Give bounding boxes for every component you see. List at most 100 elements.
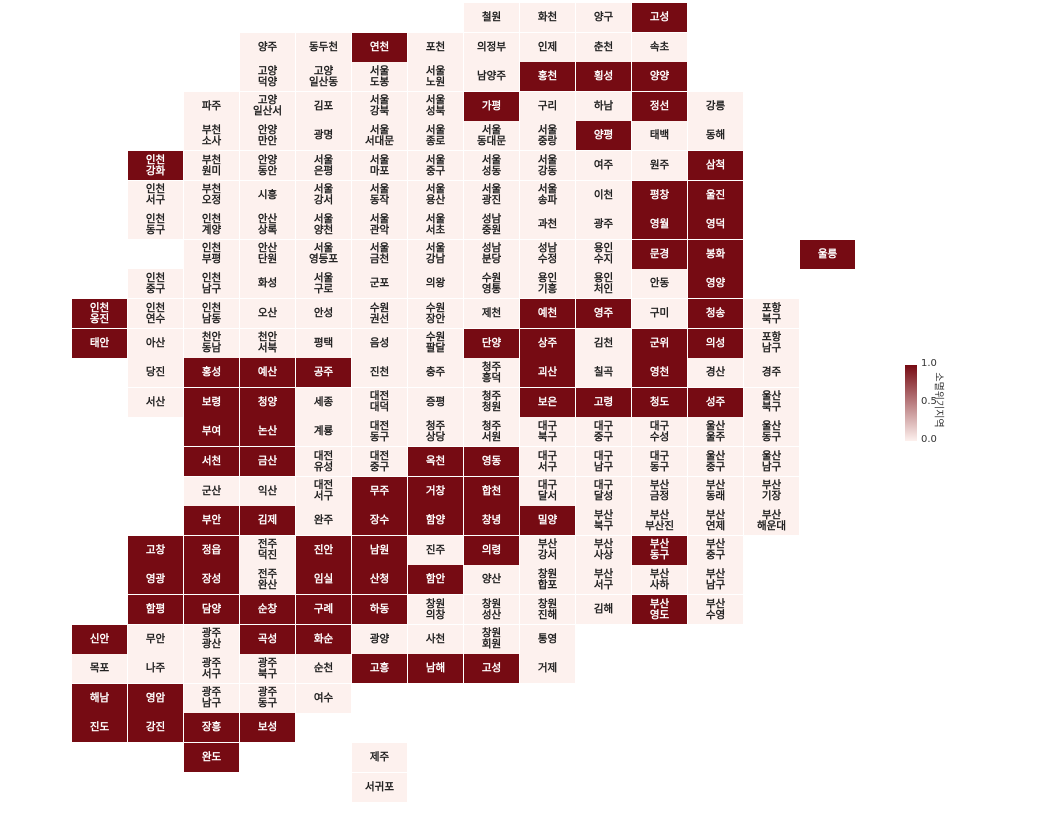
region-tile: 태백 bbox=[632, 121, 687, 151]
region-tile: 부산 영도 bbox=[632, 595, 687, 624]
region-tile: 창원 진해 bbox=[520, 595, 575, 624]
region-tile: 의정부 bbox=[464, 32, 519, 62]
region-label: 속초 bbox=[649, 40, 670, 53]
region-label: 파주 bbox=[201, 99, 222, 112]
region-label: 영양 bbox=[705, 277, 726, 290]
region-tile: 속초 bbox=[632, 32, 687, 62]
region-tile: 평택 bbox=[296, 328, 351, 358]
region-label: 인천 중구 bbox=[145, 271, 166, 295]
region-tile: 광주 동구 bbox=[240, 683, 295, 713]
region-label: 김제 bbox=[257, 514, 278, 527]
region-label: 창원 합포 bbox=[537, 567, 558, 591]
region-label: 하남 bbox=[593, 99, 614, 112]
region-label: 서울 동작 bbox=[369, 183, 390, 207]
region-tile: 원주 bbox=[632, 151, 687, 180]
region-label: 부산 해운대 bbox=[757, 508, 786, 532]
colorbar-gradient bbox=[905, 365, 917, 441]
region-tile: 창녕 bbox=[464, 506, 519, 536]
region-tile: 대구 남구 bbox=[576, 447, 631, 476]
region-tile: 청주 청원 bbox=[464, 387, 519, 417]
region-tile: 대전 동구 bbox=[352, 417, 407, 447]
region-label: 전주 덕진 bbox=[257, 538, 278, 562]
region-tile: 파주 bbox=[184, 91, 239, 121]
region-label: 무안 bbox=[145, 632, 166, 645]
region-tile: 서천 bbox=[184, 447, 239, 476]
region-tile: 세종 bbox=[296, 387, 351, 417]
region-tile: 수원 권선 bbox=[352, 299, 407, 328]
region-tile: 의왕 bbox=[408, 269, 463, 299]
region-label: 김포 bbox=[313, 99, 334, 112]
region-tile: 거제 bbox=[520, 654, 575, 684]
region-label: 인천 연수 bbox=[145, 301, 166, 325]
region-tile: 강진 bbox=[128, 713, 183, 743]
region-label: 청주 서원 bbox=[481, 419, 502, 443]
region-label: 서울 송파 bbox=[537, 183, 558, 207]
legend: 0.0 0.5 1.0 bbox=[900, 358, 940, 452]
region-tile: 완주 bbox=[296, 506, 351, 536]
region-tile: 가평 bbox=[464, 91, 519, 121]
region-label: 고성 bbox=[481, 662, 502, 675]
region-label: 부산 동래 bbox=[705, 479, 726, 503]
region-label: 서울 강동 bbox=[537, 153, 558, 177]
region-tile: 목포 bbox=[72, 654, 127, 684]
region-label: 평창 bbox=[649, 188, 670, 201]
region-label: 여주 bbox=[593, 159, 614, 171]
region-label: 부여 bbox=[201, 425, 222, 438]
region-tile: 대전 서구 bbox=[296, 476, 351, 506]
region-tile: 의성 bbox=[688, 328, 743, 358]
region-tile: 완도 bbox=[184, 743, 239, 772]
region-tile: 김천 bbox=[576, 328, 631, 358]
region-tile: 옥천 bbox=[408, 447, 463, 476]
region-tile: 나주 bbox=[128, 654, 183, 684]
region-label: 의왕 bbox=[425, 277, 446, 290]
region-tile: 경산 bbox=[688, 358, 743, 388]
region-tile: 진안 bbox=[296, 535, 351, 565]
region-tile: 서울 용산 bbox=[408, 180, 463, 210]
region-label: 아산 bbox=[145, 336, 166, 349]
region-label: 부안 bbox=[201, 514, 222, 527]
region-label: 예산 bbox=[257, 366, 278, 379]
region-tile: 칠곡 bbox=[576, 358, 631, 388]
region-tile: 인천 연수 bbox=[128, 299, 183, 328]
region-label: 창원 회원 bbox=[481, 627, 502, 651]
region-tile: 의령 bbox=[464, 535, 519, 565]
region-label: 여수 bbox=[313, 691, 334, 704]
region-label: 대전 동구 bbox=[369, 419, 390, 443]
region-label: 서울 양천 bbox=[313, 212, 334, 236]
region-tile: 대구 달서 bbox=[520, 476, 575, 506]
region-tile: 대구 동구 bbox=[632, 447, 687, 476]
region-tile: 증평 bbox=[408, 387, 463, 417]
region-label: 익산 bbox=[257, 484, 278, 497]
region-tile: 인천 남동 bbox=[184, 299, 239, 328]
region-label: 용인 수지 bbox=[593, 242, 614, 266]
region-tile: 장성 bbox=[184, 565, 239, 595]
region-tile: 수원 장안 bbox=[408, 299, 463, 328]
region-tile: 삼척 bbox=[688, 151, 743, 180]
region-tile: 충주 bbox=[408, 358, 463, 388]
region-tile: 철원 bbox=[464, 3, 519, 32]
region-tile: 대구 중구 bbox=[576, 417, 631, 447]
region-label: 거창 bbox=[425, 484, 446, 497]
region-tile: 진주 bbox=[408, 535, 463, 565]
region-label: 인천 동구 bbox=[145, 212, 166, 236]
region-tile: 고성 bbox=[632, 3, 687, 32]
region-tile: 안동 bbox=[632, 269, 687, 299]
region-label: 장성 bbox=[201, 573, 222, 586]
region-label: 서울 서대문 bbox=[365, 123, 394, 147]
region-tile: 서울 성북 bbox=[408, 91, 463, 121]
region-tile: 부산 중구 bbox=[688, 535, 743, 565]
region-tile: 전주 덕진 bbox=[240, 535, 295, 565]
region-tile: 김포 bbox=[296, 91, 351, 121]
region-label: 대구 달서 bbox=[537, 479, 558, 503]
region-label: 서울 노원 bbox=[425, 64, 446, 88]
region-label: 보은 bbox=[537, 395, 558, 408]
region-tile: 강릉 bbox=[688, 91, 743, 121]
region-tile: 함안 bbox=[408, 565, 463, 595]
region-tile: 울산 북구 bbox=[744, 387, 799, 417]
region-label: 순창 bbox=[257, 603, 278, 615]
region-label: 옥천 bbox=[425, 455, 446, 467]
region-tile: 양주 bbox=[240, 32, 295, 62]
region-label: 화천 bbox=[537, 11, 558, 23]
region-label: 광명 bbox=[313, 129, 334, 142]
region-label: 대구 남구 bbox=[593, 449, 614, 473]
